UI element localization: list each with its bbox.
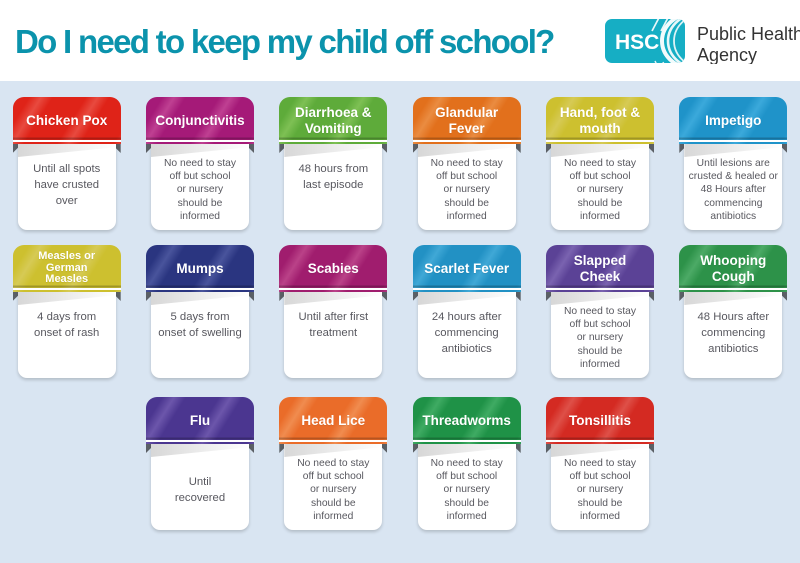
- svg-text:Agency: Agency: [697, 45, 757, 64]
- svg-text:HSC: HSC: [615, 31, 659, 54]
- svg-text:Public Health: Public Health: [697, 24, 800, 44]
